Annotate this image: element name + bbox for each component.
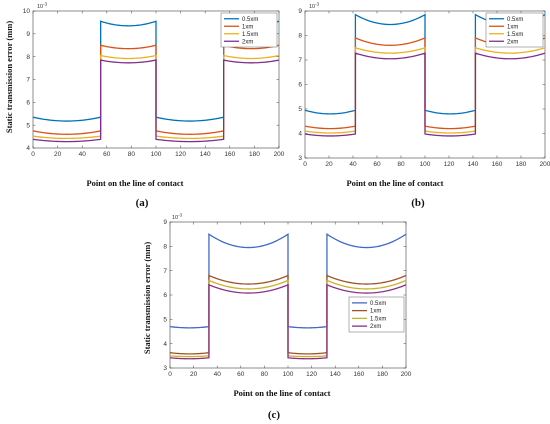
panel-c-legend-label-1: 1xm [370,309,381,315]
panel-c-series-group [169,232,407,360]
panel-a-caption: (a) [136,197,149,209]
panel-b-xtick-label-2: 40 [349,161,357,168]
panel-a-ytick-label-2: 6 [26,100,30,107]
panel-b-xtick-label-7: 140 [468,161,479,168]
panel-b-ytick-label-6: 9 [298,8,302,15]
panel-c-xtick-label-10: 200 [401,371,412,378]
panel-c-ytick-label-5: 8 [163,244,167,251]
panel-a-xtick-label-10: 200 [274,151,285,158]
panel-b-xtick-label-4: 80 [397,161,405,168]
panel-c-legend-label-2: 1.5xm [370,316,386,322]
panel-b-ytick-label-3: 6 [298,82,302,89]
panel-a-ylabel: Static transmission error (mm) [4,21,14,133]
panel-c-xtick-label-1: 20 [190,371,198,378]
panel-b-ytick-label-1: 4 [298,131,302,138]
panel-b: 10-3 0 20 40 60 80 100 120 140 160 180 2003456789 … [298,2,550,210]
panel-b-xtick-label-5: 100 [420,161,431,168]
panel-c-xtick-label-8: 160 [353,371,364,378]
panel-a-xtick-label-8: 160 [224,151,235,158]
panel-b-legend-label-1: 1xm [507,24,518,30]
panel-b-xlabel: Point on the line of contact [346,178,443,188]
panel-c-ytick-label-0: 3 [163,365,167,372]
panel-a-ytick-label-4: 8 [26,54,30,61]
panel-c-ytick-label-6: 9 [163,219,167,226]
panel-a-axis-ticks: 0 20 40 60 80 100 120 140 160 180 200 4 5 6 7 8 9 10 [23,8,285,158]
panel-c-xtick-label-3: 60 [237,371,245,378]
panel-c-ylabel: Static transmission error (mm) [142,242,152,354]
panel-b-legend-label-2: 1.5xm [507,32,523,38]
panel-b-legend-label-3: 2xm [507,39,518,45]
panel-a-legend-label-2: 1.5xm [242,32,258,38]
panel-b-legend-label-0: 0.5xm [507,17,523,23]
panel-a-legend-label-1: 1xm [242,24,253,30]
panel-a-xtick-label-9: 180 [249,151,260,158]
panel-c-xtick-label-7: 140 [330,371,341,378]
panel-a-xtick-label-7: 140 [200,151,211,158]
panel-c-series-2xm-line [169,283,407,360]
panel-a-xtick-label-2: 40 [79,151,87,158]
panel-c-ytick-label-1: 4 [163,341,167,348]
panel-a-ytick-label-5: 9 [26,31,30,38]
panel-b-ytick-label-4: 7 [298,57,302,64]
panel-a: Static transmission error (mm) 10-3 0 20 4… [4,2,285,210]
panel-b-xtick-label-9: 180 [516,161,527,168]
panel-c: Static transmission error (mm) 10-3 0 20 4… [142,213,412,422]
panel-a-ytick-label-0: 4 [26,145,30,152]
panel-c-exponent: 10-3 [172,213,183,222]
panel-b-axis-ticks: 0 20 40 60 80 100 120 140 160 180 200 3 4 5 6 7 8 9 [298,8,550,168]
panel-a-exponent: 10-3 [37,2,48,11]
panel-a-xtick-label-5: 100 [151,151,162,158]
panel-a-xtick-label-0: 0 [31,151,35,158]
panel-c-xtick-label-6: 120 [306,371,317,378]
panel-a-ytick-label-6: 10 [23,8,31,15]
panel-c-ytick-label-2: 5 [163,317,167,324]
panel-c-xtick-label-2: 40 [214,371,222,378]
panel-b-xtick-label-6: 120 [444,161,455,168]
panel-c-ytick-label-4: 7 [163,268,167,275]
panel-a-xtick-label-6: 120 [175,151,186,158]
panel-b-ytick-label-0: 3 [298,155,302,162]
panel-c-xtick-label-9: 180 [377,371,388,378]
panel-c-ytick-label-3: 6 [163,292,167,299]
panel-a-ytick-label-1: 5 [26,122,30,129]
panel-a-xtick-label-4: 80 [128,151,136,158]
panel-a-ytick-label-3: 7 [26,77,30,84]
panel-a-xtick-label-1: 20 [54,151,62,158]
panel-c-legend-label-0: 0.5xm [370,301,386,307]
panel-a-xtick-label-3: 60 [103,151,111,158]
panel-b-ytick-label-5: 8 [298,33,302,40]
panel-b-xtick-label-3: 60 [373,161,381,168]
panel-b-ytick-label-2: 5 [298,106,302,113]
panel-c-xlabel: Point on the line of contact [233,388,330,398]
panel-b-xtick-label-10: 200 [540,161,550,168]
panel-c-xtick-label-4: 80 [261,371,269,378]
panel-a-series-2xm-line [32,59,280,143]
panel-c-xtick-label-0: 0 [168,371,172,378]
panel-b-caption: (b) [411,197,425,209]
panel-b-exponent: 10-3 [309,2,320,11]
panel-c-legend-label-3: 2xm [370,324,381,330]
panel-c-axis-ticks: 0 20 40 60 80 100 120 140 160 180 200 3 4 5 6 7 8 9 [163,219,411,378]
panel-c-xtick-label-5: 100 [283,371,294,378]
panel-a-legend-label-0: 0.5xm [242,17,258,23]
panel-c-caption: (c) [268,409,281,421]
panel-b-xtick-label-8: 160 [492,161,503,168]
panel-b-xtick-label-0: 0 [303,161,307,168]
panel-b-xtick-label-1: 20 [325,161,333,168]
panel-a-legend-label-3: 2xm [242,39,253,45]
panel-a-xlabel: Point on the line of contact [86,178,183,188]
panel-b-series-2xm-line [304,52,546,137]
